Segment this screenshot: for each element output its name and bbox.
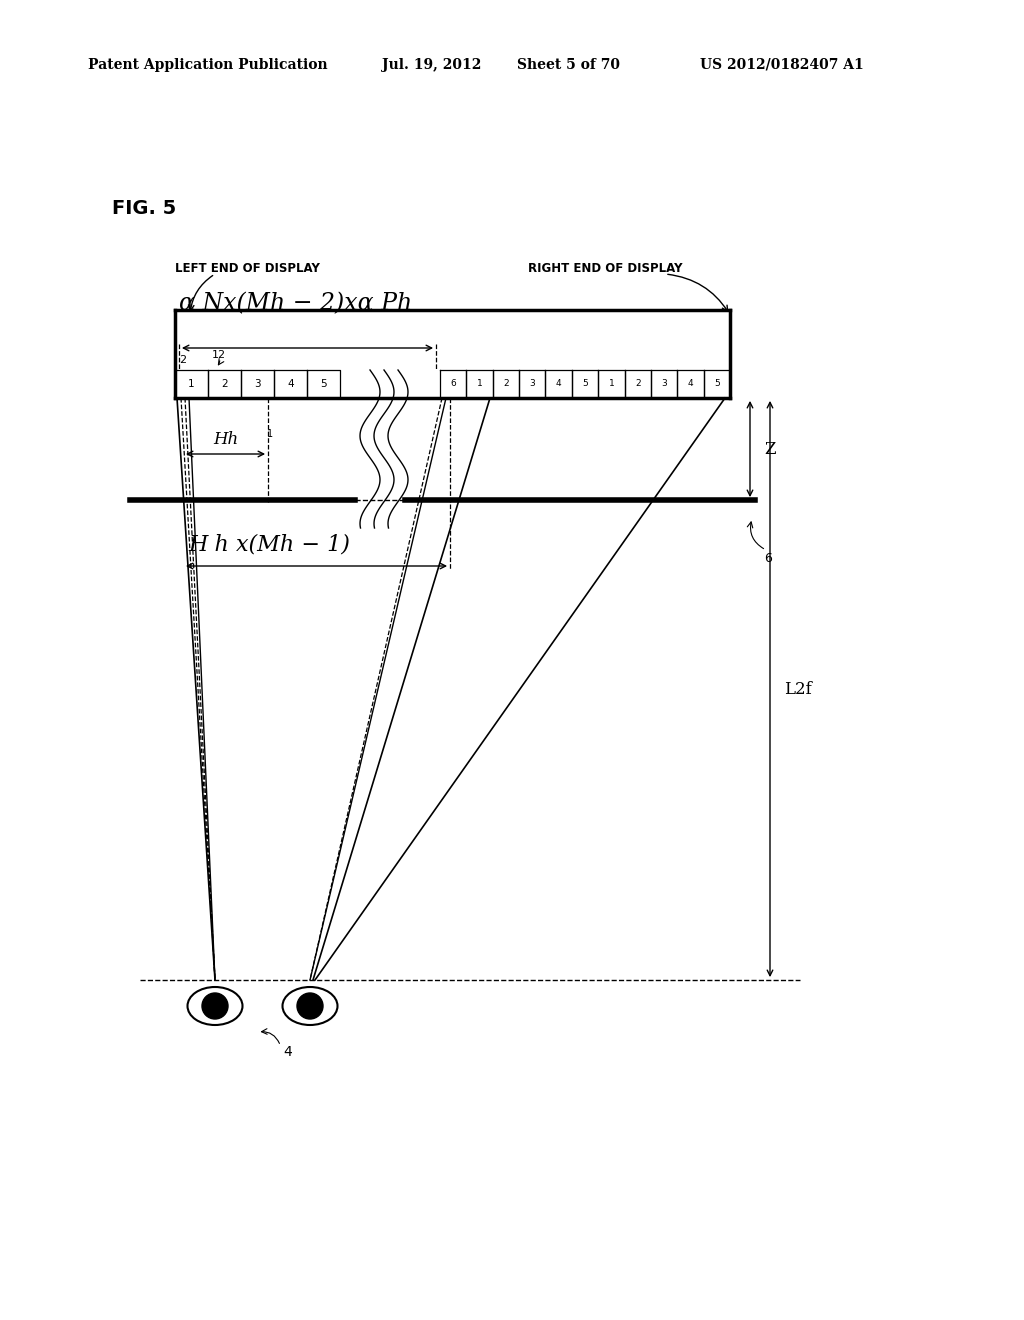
Text: 4: 4 xyxy=(287,379,294,389)
Text: 1: 1 xyxy=(476,380,482,388)
Text: 6: 6 xyxy=(451,380,456,388)
Text: Hh: Hh xyxy=(213,432,239,449)
Text: LEFT END OF DISPLAY: LEFT END OF DISPLAY xyxy=(175,261,319,275)
Text: 2: 2 xyxy=(635,380,641,388)
Text: 12: 12 xyxy=(212,350,226,360)
Text: 1: 1 xyxy=(267,429,273,440)
Text: α Nx(Mh − 2)xα Ph: α Nx(Mh − 2)xα Ph xyxy=(179,292,413,315)
Text: 3: 3 xyxy=(529,380,536,388)
Text: L2f: L2f xyxy=(784,681,812,697)
Text: 4: 4 xyxy=(556,380,561,388)
Text: Z: Z xyxy=(764,441,775,458)
Text: 2: 2 xyxy=(179,355,186,366)
Ellipse shape xyxy=(187,987,243,1026)
Text: RIGHT END OF DISPLAY: RIGHT END OF DISPLAY xyxy=(528,261,683,275)
Text: 3: 3 xyxy=(662,380,667,388)
Text: 1: 1 xyxy=(188,379,195,389)
Text: FIG. 5: FIG. 5 xyxy=(112,198,176,218)
Text: US 2012/0182407 A1: US 2012/0182407 A1 xyxy=(700,58,864,73)
Text: Jul. 19, 2012: Jul. 19, 2012 xyxy=(382,58,481,73)
Ellipse shape xyxy=(283,987,338,1026)
Text: 6: 6 xyxy=(764,552,772,565)
Text: Patent Application Publication: Patent Application Publication xyxy=(88,58,328,73)
Text: 5: 5 xyxy=(714,380,720,388)
Circle shape xyxy=(297,993,323,1019)
Text: 2: 2 xyxy=(221,379,227,389)
Text: 4: 4 xyxy=(688,380,693,388)
Text: 3: 3 xyxy=(254,379,261,389)
Text: Sheet 5 of 70: Sheet 5 of 70 xyxy=(517,58,620,73)
Text: 2: 2 xyxy=(503,380,509,388)
Circle shape xyxy=(202,993,228,1019)
Text: 5: 5 xyxy=(582,380,588,388)
Text: H h x(Mh − 1): H h x(Mh − 1) xyxy=(188,533,350,554)
Text: 5: 5 xyxy=(321,379,327,389)
Text: 4: 4 xyxy=(283,1045,292,1059)
Text: 1: 1 xyxy=(608,380,614,388)
